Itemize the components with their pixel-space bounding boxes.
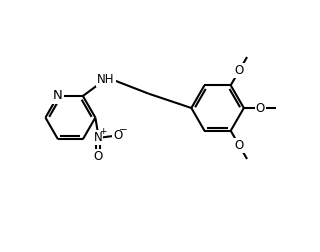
Text: +: + [99, 128, 106, 137]
Text: −: − [118, 125, 127, 135]
Text: O: O [235, 139, 244, 152]
Text: O: O [113, 129, 122, 142]
Text: O: O [256, 102, 265, 114]
Text: N: N [53, 89, 63, 103]
Text: O: O [235, 64, 244, 77]
Text: O: O [93, 150, 102, 163]
Text: N: N [93, 131, 102, 144]
Text: NH: NH [97, 73, 115, 86]
